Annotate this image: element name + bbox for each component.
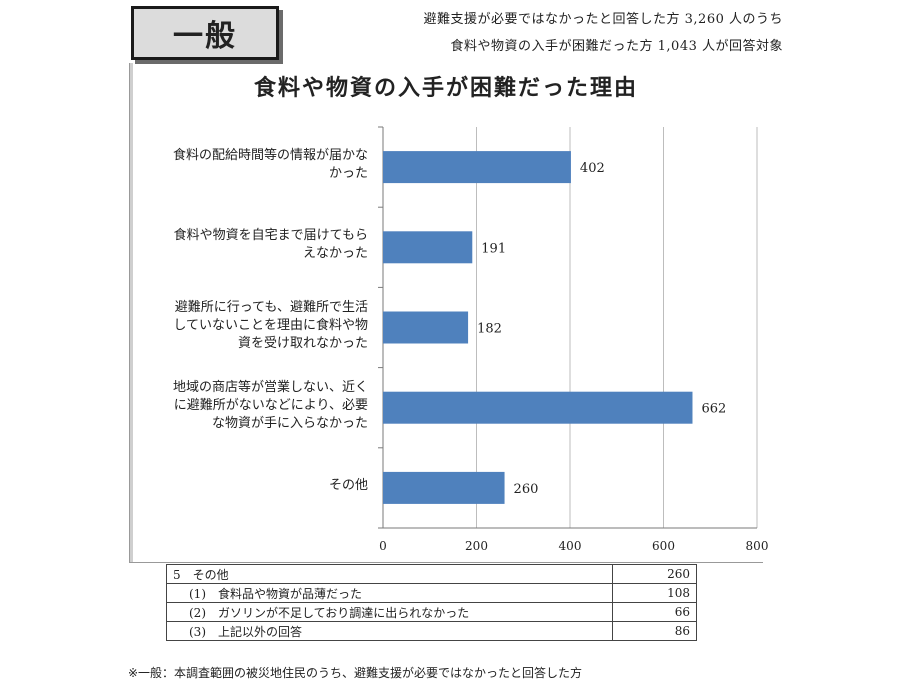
table-row: (1) 食料品や物資が品薄だった 108 (166, 583, 697, 603)
data-label: 662 (701, 402, 726, 417)
category-badge: 一般 (131, 6, 279, 60)
row-label: (1) 食料品や物資が品薄だった (166, 583, 613, 603)
table-row: 5 その他 260 (166, 564, 697, 584)
bar (383, 311, 469, 344)
x-tick-label: 600 (652, 539, 675, 553)
chart-title: 食料や物資の入手が困難だった理由 (253, 76, 638, 101)
category-label: その他 (328, 477, 368, 493)
bar (383, 471, 505, 504)
x-tick-label: 200 (465, 539, 488, 553)
footnote: ※一般：本調査範囲の被災地住民のうち、避難支援が必要ではなかったと回答した方 (128, 666, 583, 680)
row-value: 108 (612, 583, 697, 603)
category-label: 地域の商店等が営業しない、近く に避難所がないなどにより、必要 な物資が手に入らなか… (172, 379, 368, 431)
x-tick-label: 0 (379, 539, 387, 553)
bar (383, 231, 473, 264)
x-tick-label: 800 (746, 539, 769, 553)
category-label: 食料の配給時間等の情報が届かな かった (172, 148, 368, 182)
bar (383, 151, 571, 184)
row-label: 5 その他 (166, 564, 613, 584)
data-label: 182 (477, 322, 502, 337)
respondent-note-2: 食料や物資の入手が困難だった方 1,043 人が回答対象 (450, 39, 783, 54)
category-label: 食料や物資を自宅まで届けてもら えなかった (173, 228, 368, 262)
detail-table: 5 その他 260 (1) 食料品や物資が品薄だった 108 (2) ガソリンが不足して… (166, 564, 697, 641)
data-label: 191 (481, 241, 506, 256)
bar (383, 391, 693, 424)
row-label: (3) 上記以外の回答 (166, 621, 613, 641)
x-tick-label: 400 (559, 539, 582, 553)
data-label: 402 (580, 161, 605, 176)
table-row: (2) ガソリンが不足しており調達に出られなかった 66 (166, 602, 697, 622)
row-value: 260 (612, 564, 697, 584)
data-label: 260 (514, 482, 539, 497)
row-value: 86 (612, 621, 697, 641)
row-label: (2) ガソリンが不足しており調達に出られなかった (166, 602, 613, 622)
respondent-note-1: 避難支援が必要ではなかったと回答した方 3,260 人のうち (423, 12, 783, 27)
chart-frame (129, 63, 763, 563)
table-row: (3) 上記以外の回答 86 (166, 621, 697, 641)
row-value: 66 (612, 602, 697, 622)
category-label: 避難所に行っても、避難所で生活 していないことを理由に食料や物 資を受け取れなかった (173, 299, 368, 351)
